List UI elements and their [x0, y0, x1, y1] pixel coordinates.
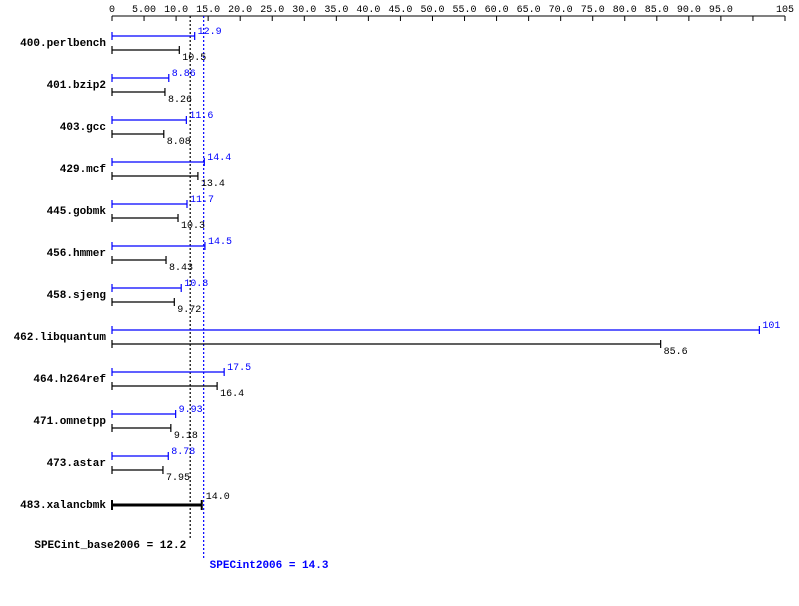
svg-text:11.7: 11.7 [190, 195, 214, 206]
svg-text:101: 101 [762, 321, 780, 332]
svg-text:0: 0 [109, 5, 115, 16]
benchmark-label: 456.hmmer [47, 248, 106, 260]
svg-text:35.0: 35.0 [324, 5, 348, 16]
svg-text:25.0: 25.0 [260, 5, 284, 16]
svg-text:16.4: 16.4 [220, 389, 244, 400]
svg-text:15.0: 15.0 [196, 5, 220, 16]
svg-text:70.0: 70.0 [549, 5, 573, 16]
svg-text:11.6: 11.6 [189, 111, 213, 122]
svg-text:8.26: 8.26 [168, 95, 192, 106]
benchmark-label: 403.gcc [60, 122, 106, 134]
svg-text:10.5: 10.5 [182, 53, 206, 64]
svg-text:8.78: 8.78 [171, 447, 195, 458]
svg-text:65.0: 65.0 [517, 5, 541, 16]
benchmark-label: 483.xalancbmk [20, 500, 106, 512]
svg-text:40.0: 40.0 [356, 5, 380, 16]
svg-text:13.4: 13.4 [201, 179, 225, 190]
spec-benchmark-chart: 0 5.00 10.0 15.0 20.0 25.0 30.0 35.0 40.0 45.0 50.… [0, 0, 799, 606]
svg-text:55.0: 55.0 [453, 5, 477, 16]
benchmark-label: 400.perlbench [20, 38, 106, 50]
svg-text:8.08: 8.08 [167, 137, 191, 148]
benchmark-label: 445.gobmk [47, 206, 107, 218]
svg-text:7.95: 7.95 [166, 473, 190, 484]
svg-text:9.72: 9.72 [177, 305, 201, 316]
benchmark-label: 401.bzip2 [47, 80, 106, 92]
svg-text:8.43: 8.43 [169, 263, 193, 274]
benchmark-label: 429.mcf [60, 164, 107, 176]
svg-text:10.0: 10.0 [164, 5, 188, 16]
svg-text:8.86: 8.86 [172, 69, 196, 80]
svg-text:45.0: 45.0 [388, 5, 412, 16]
svg-text:10.8: 10.8 [184, 279, 208, 290]
svg-text:85.0: 85.0 [645, 5, 669, 16]
svg-text:9.18: 9.18 [174, 431, 198, 442]
base-score-label: SPECint_base2006 = 12.2 [34, 540, 186, 552]
svg-text:80.0: 80.0 [613, 5, 637, 16]
svg-text:95.0: 95.0 [709, 5, 733, 16]
svg-text:60.0: 60.0 [485, 5, 509, 16]
benchmark-label: 462.libquantum [14, 332, 107, 344]
svg-text:10.3: 10.3 [181, 221, 205, 232]
svg-text:50.0: 50.0 [420, 5, 444, 16]
svg-text:14.5: 14.5 [208, 237, 232, 248]
svg-text:90.0: 90.0 [677, 5, 701, 16]
svg-text:14.0: 14.0 [206, 492, 230, 503]
benchmark-label: 458.sjeng [47, 290, 106, 302]
benchmark-label: 471.omnetpp [33, 416, 106, 428]
svg-text:75.0: 75.0 [581, 5, 605, 16]
svg-text:85.6: 85.6 [664, 347, 688, 358]
svg-text:17.5: 17.5 [227, 363, 251, 374]
benchmark-label: 473.astar [47, 458, 106, 470]
peak-score-label: SPECint2006 = 14.3 [210, 560, 329, 572]
svg-text:20.0: 20.0 [228, 5, 252, 16]
svg-text:9.93: 9.93 [179, 405, 203, 416]
svg-text:5.00: 5.00 [132, 5, 156, 16]
svg-text:12.9: 12.9 [198, 27, 222, 38]
svg-text:30.0: 30.0 [292, 5, 316, 16]
svg-text:105: 105 [776, 5, 794, 16]
svg-text:14.4: 14.4 [207, 153, 231, 164]
benchmark-label: 464.h264ref [33, 374, 106, 386]
